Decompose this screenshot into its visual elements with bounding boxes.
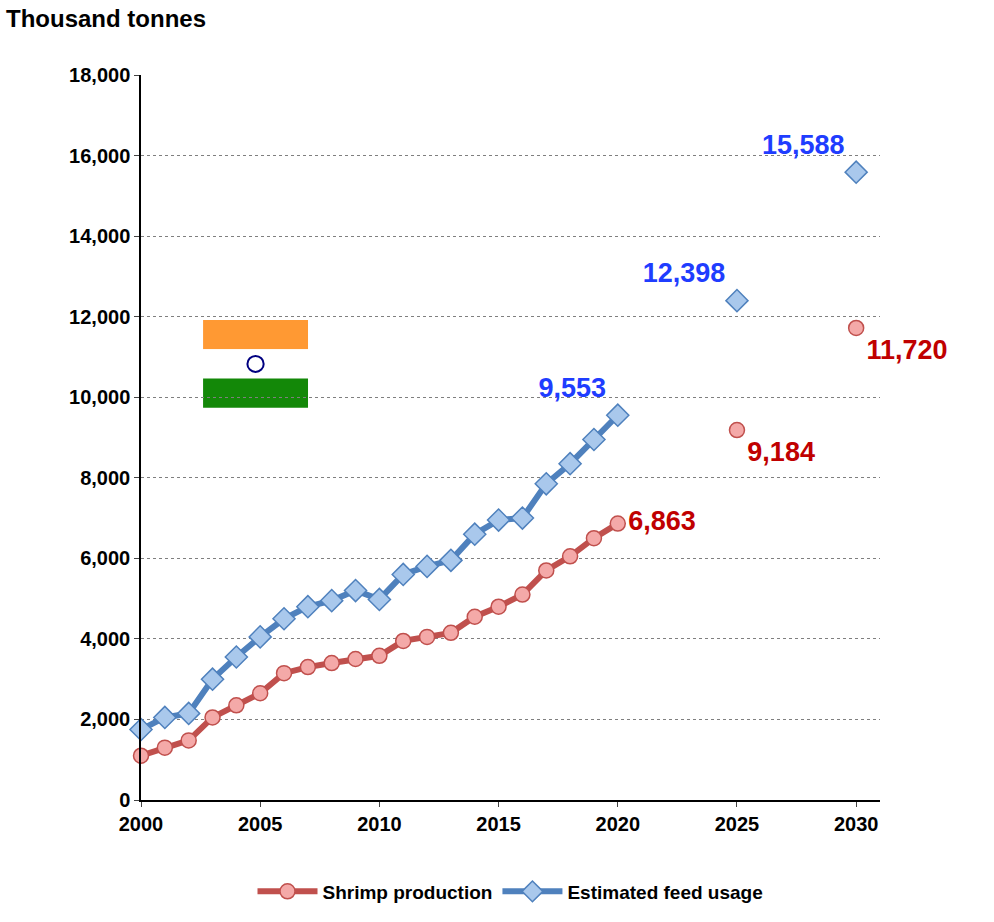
svg-text:9,553: 9,553 [539,373,607,403]
svg-text:Shrimp production: Shrimp production [323,882,493,903]
svg-text:6,000: 6,000 [80,547,130,569]
svg-text:10,000: 10,000 [69,386,130,408]
svg-text:0: 0 [119,789,130,811]
svg-text:Estimated feed usage: Estimated feed usage [567,882,762,903]
svg-text:2005: 2005 [238,813,283,835]
svg-text:16,000: 16,000 [69,145,130,167]
svg-text:14,000: 14,000 [69,225,130,247]
svg-text:2020: 2020 [596,813,641,835]
svg-text:4,000: 4,000 [80,628,130,650]
svg-text:2010: 2010 [357,813,402,835]
svg-text:2025: 2025 [715,813,760,835]
svg-text:2030: 2030 [834,813,879,835]
svg-text:18,000: 18,000 [69,64,130,86]
svg-text:Thousand tonnes: Thousand tonnes [6,5,206,32]
svg-text:2,000: 2,000 [80,708,130,730]
svg-text:8,000: 8,000 [80,467,130,489]
svg-text:11,720: 11,720 [867,335,948,365]
svg-text:9,184: 9,184 [747,437,815,467]
svg-text:2015: 2015 [476,813,520,835]
svg-text:15,588: 15,588 [762,130,845,160]
svg-text:6,863: 6,863 [628,506,696,536]
svg-text:2000: 2000 [119,813,164,835]
svg-text:12,000: 12,000 [69,306,130,328]
svg-text:12,398: 12,398 [643,258,726,288]
